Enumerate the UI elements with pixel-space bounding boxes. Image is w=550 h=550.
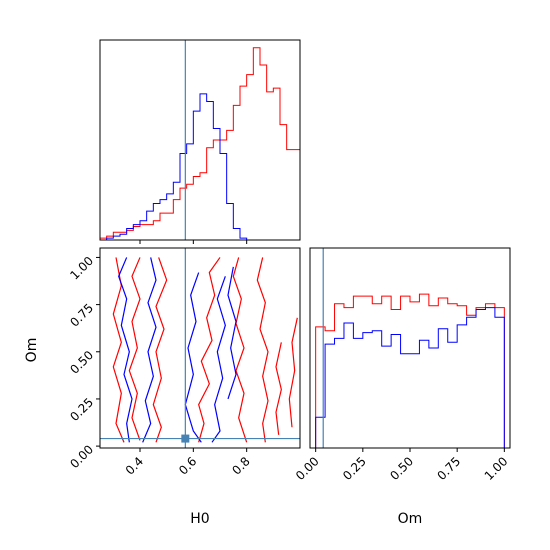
om-histogram-xlabel: Om xyxy=(398,511,423,527)
joint-series-0-contour-2 xyxy=(152,257,168,443)
joint-contour-panel: 0.4 0.6 0.8 0.00 0.25 0.50 0.75 1.00 H0 Om xyxy=(24,247,301,527)
joint-y-tick-label-3: 0.75 xyxy=(67,301,96,330)
h0-histogram-panel xyxy=(99,39,301,244)
joint-series-1-contour-1 xyxy=(142,257,157,443)
joint-series-0-contour-3 xyxy=(198,257,221,443)
joint-y-tick-label-4: 1.00 xyxy=(67,254,96,283)
om-series-1-histogram xyxy=(315,307,505,448)
om-histogram-tick-label-3: 0.75 xyxy=(434,454,463,483)
joint-series-0-contour-4 xyxy=(232,257,248,443)
joint-series-0-contour-6 xyxy=(275,342,282,435)
joint-xlabel: H0 xyxy=(190,511,209,527)
h0-histogram-frame xyxy=(99,39,301,241)
om-histogram-tick-label-2: 0.50 xyxy=(387,454,416,483)
om-histogram-panel: 0.00 0.25 0.50 0.75 1.00 Om xyxy=(293,247,511,527)
joint-series-0-contour-1 xyxy=(128,257,141,441)
joint-x-tick-label-2: 0.8 xyxy=(229,454,252,477)
joint-series-1-contour-4 xyxy=(227,266,237,400)
h0-series-1-histogram xyxy=(100,93,300,241)
joint-truth-marker xyxy=(181,434,190,443)
joint-series-0-contour-0 xyxy=(112,257,125,443)
om-histogram-frame xyxy=(309,247,511,449)
joint-y-tick-label-0: 0.00 xyxy=(67,442,96,471)
joint-series-1-contour-2 xyxy=(184,272,202,443)
om-histogram-tick-label-1: 0.25 xyxy=(340,454,369,483)
joint-x-tick-label-1: 0.6 xyxy=(176,454,199,477)
joint-series-1-contour-3 xyxy=(211,276,226,443)
joint-y-tick-label-1: 0.25 xyxy=(67,395,96,424)
joint-frame xyxy=(99,247,301,449)
om-histogram-tick-label-4: 1.00 xyxy=(482,454,511,483)
joint-series-0-contour-5 xyxy=(256,257,269,443)
om-histogram-tick-label-0: 0.00 xyxy=(293,454,322,483)
joint-series-1-contour-0 xyxy=(118,257,133,443)
joint-series-0-contour-7 xyxy=(288,317,298,428)
joint-ylabel: Om xyxy=(24,338,40,363)
joint-y-tick-label-2: 0.50 xyxy=(67,348,96,377)
h0-series-0-histogram xyxy=(99,47,301,240)
joint-x-tick-label-0: 0.4 xyxy=(123,454,146,477)
